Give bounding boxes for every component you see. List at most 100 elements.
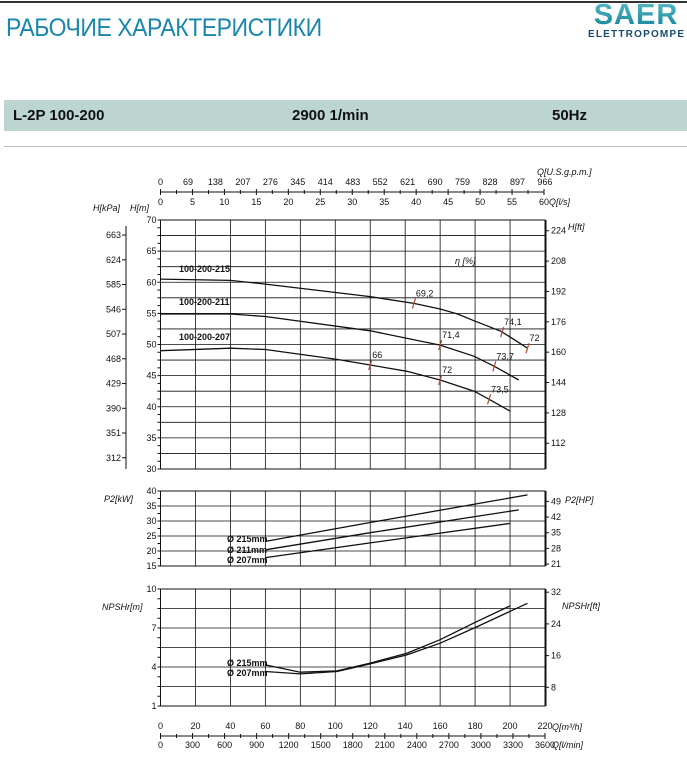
page-title: РАБОЧИЕ ХАРАКТЕРИСТИКИ	[6, 14, 322, 42]
head-ft-tick-label: 144	[551, 378, 566, 388]
bottom-lmin-tick-label: 900	[249, 740, 264, 750]
top-ls-tick-label: 25	[315, 197, 325, 207]
head-kpa-tick-label: 624	[106, 255, 121, 265]
npsh-ft-axis-title: NPSHr[ft]	[562, 601, 601, 611]
top-gpm-tick-label: 0	[158, 177, 163, 187]
npsh-ytick-label: 4	[151, 662, 156, 672]
top-ls-tick-label: 45	[443, 197, 453, 207]
top-ls-tick-label: 10	[219, 197, 229, 207]
top-gpm-tick-label: 276	[263, 177, 278, 187]
head-ytick-label: 35	[146, 433, 156, 443]
npsh-curve-215mm	[265, 605, 511, 673]
efficiency-mark-label: 73,5	[491, 384, 509, 394]
head-ytick-label: 55	[146, 308, 156, 318]
bottom-m3h-tick-label: 60	[260, 721, 270, 731]
top-ls-tick-label: 0	[158, 197, 163, 207]
bottom-lmin-tick-label: 300	[185, 740, 200, 750]
bottom-lmin-tick-label: 3600	[535, 740, 555, 750]
bottom-m3h-tick-label: 160	[433, 721, 448, 731]
top-gpm-tick-label: 345	[290, 177, 305, 187]
power-hp-tick-label: 42	[551, 512, 561, 522]
npsh-ytick-label: 7	[151, 623, 156, 633]
efficiency-mark	[368, 359, 373, 371]
power-ytick-label: 30	[146, 516, 156, 526]
top-gpm-tick-label: 207	[235, 177, 250, 187]
head-ytick-label: 30	[146, 464, 156, 474]
bottom-m3h-tick-label: 180	[468, 721, 483, 731]
top-gpm-tick-label: 759	[455, 177, 470, 187]
bottom-lmin-tick-label: 1500	[311, 740, 331, 750]
bottom-m3h-tick-label: 120	[363, 721, 378, 731]
power-ytick-label: 20	[146, 546, 156, 556]
efficiency-mark	[492, 361, 497, 372]
top-rule	[0, 1, 687, 3]
svg-text:ELETTROPOMPE: ELETTROPOMPE	[588, 29, 684, 40]
head-curve-label: 100-200-215	[179, 264, 230, 274]
bottom-lmin-tick-label: 1200	[279, 740, 299, 750]
power-hp-tick-label: 35	[551, 528, 561, 538]
bottom-m3h-tick-label: 40	[225, 721, 235, 731]
npsh-ft-tick-label: 32	[551, 587, 561, 597]
top-gpm-tick-label: 483	[345, 177, 360, 187]
bottom-m3h-tick-label: 80	[295, 721, 305, 731]
top-gpm-tick-label: 897	[510, 177, 525, 187]
bottom-lmin-tick-label: 0	[158, 740, 163, 750]
top-gpm-axis-title: Q[U.S.g.p.m.]	[537, 167, 592, 177]
top-gpm-tick-label: 414	[318, 177, 333, 187]
head-curve-label: 100-200-207	[179, 332, 230, 342]
head-m-axis-title: H[m]	[130, 203, 149, 213]
top-ls-axis-title: Q[l/s]	[549, 197, 571, 207]
power-hp-tick-label: 49	[551, 496, 561, 506]
npsh-ytick-label: 1	[151, 701, 156, 711]
bottom-lmin-tick-label: 3300	[503, 740, 523, 750]
efficiency-mark-label: 69,2	[416, 288, 434, 298]
efficiency-mark	[525, 343, 530, 354]
power-curve-211mm	[265, 509, 519, 551]
head-ft-tick-label: 192	[551, 286, 566, 296]
npsh-m-axis-title: NPSHr[m]	[102, 602, 143, 612]
efficiency-mark	[438, 374, 443, 386]
efficiency-mark	[486, 394, 492, 405]
saer-logo: SAER ELETTROPOMPE	[588, 0, 684, 40]
svg-text:SAER: SAER	[594, 0, 679, 31]
head-ft-tick-label: 160	[551, 347, 566, 357]
power-ytick-label: 15	[146, 561, 156, 571]
top-ls-tick-label: 50	[475, 197, 485, 207]
head-ytick-label: 45	[146, 371, 156, 381]
top-ls-tick-label: 15	[251, 197, 261, 207]
efficiency-mark-label: 72	[530, 333, 540, 343]
head-kpa-axis-title: H[kPa]	[93, 203, 121, 213]
efficiency-mark-label: 71,4	[442, 330, 460, 340]
power-curve-label: Ø 207mm	[227, 555, 268, 565]
head-ytick-label: 40	[146, 402, 156, 412]
efficiency-label: η [%]	[455, 256, 476, 266]
head-kpa-tick-label: 351	[106, 428, 121, 438]
bottom-m3h-tick-label: 20	[190, 721, 200, 731]
head-curve-label: 100-200-211	[179, 297, 230, 307]
power-curve-215mm	[265, 494, 528, 543]
npsh-ft-tick-label: 8	[551, 682, 556, 692]
efficiency-mark	[411, 298, 416, 309]
top-ls-tick-label: 5	[190, 197, 195, 207]
npsh-curve-label: Ø 215mm	[227, 658, 268, 668]
efficiency-mark	[500, 326, 505, 338]
power-hp-tick-label: 21	[551, 559, 561, 569]
power-hp-axis-title: P2[HP]	[565, 495, 594, 505]
top-gpm-tick-label: 552	[373, 177, 388, 187]
head-ytick-label: 70	[146, 215, 156, 225]
head-kpa-tick-label: 546	[106, 304, 121, 314]
power-hp-tick-label: 28	[551, 543, 561, 553]
separator	[4, 146, 687, 147]
bottom-lmin-tick-label: 2700	[439, 740, 459, 750]
efficiency-mark-label: 74,1	[504, 317, 522, 327]
power-ytick-label: 35	[146, 501, 156, 511]
head-ft-tick-label: 112	[551, 438, 565, 448]
top-ls-tick-label: 55	[507, 197, 517, 207]
power-curve-207mm	[265, 522, 511, 559]
efficiency-mark-label: 73,7	[496, 351, 514, 361]
bottom-lmin-axis-title: Q[l/min]	[552, 740, 584, 750]
top-gpm-tick-label: 69	[183, 177, 193, 187]
head-ytick-label: 50	[146, 340, 156, 350]
bottom-lmin-tick-label: 2100	[375, 740, 395, 750]
